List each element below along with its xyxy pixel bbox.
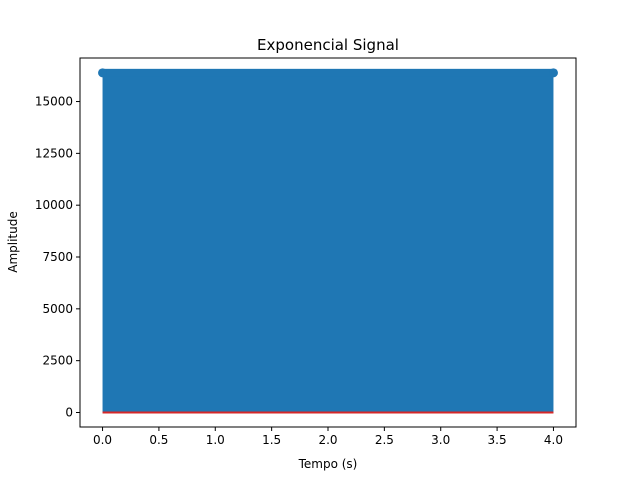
- stem-lines: [102, 72, 554, 413]
- y-tick-label: 12500: [35, 146, 73, 160]
- y-tick-label: 0: [65, 405, 73, 419]
- stem-marker-first: [98, 68, 108, 78]
- stem-fill: [102, 72, 554, 413]
- markers-layer: [98, 68, 558, 78]
- x-tick-label: 4.0: [544, 433, 563, 447]
- stem-marker-band: [102, 68, 554, 77]
- y-tick-label: 2500: [42, 354, 73, 368]
- x-tick-label: 2.5: [375, 433, 394, 447]
- y-tick-label: 5000: [42, 302, 73, 316]
- x-tick-label: 3.0: [431, 433, 450, 447]
- x-tick-label: 0.5: [149, 433, 168, 447]
- y-tick-label: 10000: [35, 198, 73, 212]
- x-tick-label: 0.0: [93, 433, 112, 447]
- chart-title: Exponencial Signal: [257, 36, 399, 54]
- y-axis-label: Amplitude: [6, 211, 20, 273]
- x-axis-label: Tempo (s): [298, 457, 358, 471]
- x-tick-label: 1.0: [206, 433, 225, 447]
- x-tick-label: 3.5: [488, 433, 507, 447]
- stem-marker-last: [548, 68, 558, 78]
- y-tick-label: 15000: [35, 95, 73, 109]
- y-tick-label: 7500: [42, 250, 73, 264]
- y-axis-ticks: 0 2500 5000 7500 10000 12500 15000: [35, 95, 80, 419]
- x-tick-label: 1.5: [262, 433, 281, 447]
- x-tick-label: 2.0: [318, 433, 337, 447]
- x-axis-ticks: 0.0 0.5 1.0 1.5 2.0 2.5 3.0 3.5 4.0: [93, 427, 563, 447]
